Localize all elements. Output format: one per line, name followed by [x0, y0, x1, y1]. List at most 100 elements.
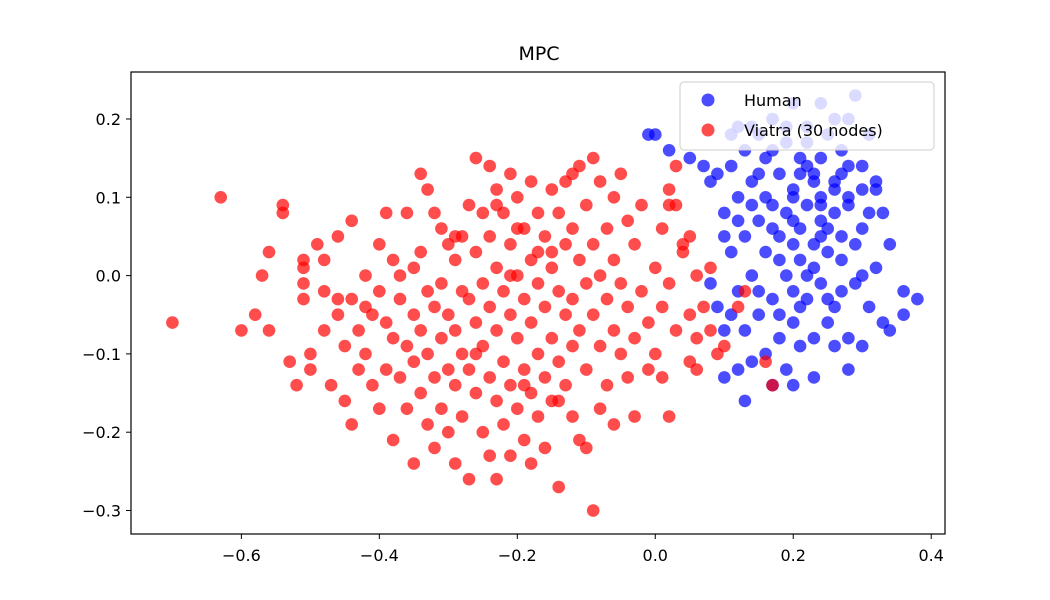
data-point: [897, 285, 910, 298]
data-point: [807, 175, 821, 188]
data-point: [400, 402, 414, 416]
data-point: [524, 457, 538, 470]
data-point: [718, 324, 731, 337]
data-point: [421, 347, 434, 361]
data-point: [573, 253, 586, 267]
data-point: [711, 300, 724, 314]
data-point: [855, 339, 869, 353]
data-point: [731, 363, 745, 376]
data-point: [504, 449, 517, 463]
data-point: [780, 206, 793, 220]
series-viatra: [166, 151, 779, 517]
data-point: [235, 324, 248, 337]
data-point: [442, 363, 455, 376]
data-point: [469, 151, 483, 165]
data-point: [821, 316, 834, 329]
data-point: [780, 269, 793, 282]
x-tick-label: −0.6: [222, 546, 261, 565]
y-tick-label: −0.3: [82, 502, 121, 521]
data-point: [545, 245, 559, 259]
data-point: [566, 167, 579, 181]
data-point: [862, 206, 876, 220]
data-point: [400, 339, 414, 353]
data-point: [552, 394, 565, 408]
data-point: [614, 167, 628, 181]
data-point: [718, 230, 731, 243]
data-point: [773, 308, 786, 322]
data-point: [800, 198, 814, 212]
data-point: [504, 378, 517, 392]
data-point: [304, 363, 317, 376]
data-point: [738, 394, 752, 408]
x-tick-label: −0.2: [498, 546, 537, 565]
data-point: [745, 269, 759, 282]
data-point: [552, 480, 565, 494]
data-point: [517, 363, 531, 376]
data-point: [738, 230, 752, 243]
data-point: [559, 378, 572, 392]
data-point: [428, 300, 441, 314]
data-point: [373, 402, 386, 416]
data-point: [366, 308, 379, 322]
data-point: [490, 183, 503, 196]
data-point: [511, 222, 524, 235]
y-axis: −0.3 −0.2 −0.1 0.0 0.1 0.2: [82, 110, 131, 521]
data-point: [552, 206, 565, 220]
data-point: [628, 410, 641, 423]
data-point: [807, 261, 821, 275]
x-tick-label: −0.4: [360, 546, 399, 565]
data-point: [248, 308, 262, 322]
data-point: [531, 277, 545, 290]
data-point: [386, 253, 400, 267]
data-point: [297, 261, 310, 275]
data-point: [600, 222, 614, 235]
data-point: [490, 472, 503, 486]
data-point: [531, 206, 545, 220]
data-point: [490, 394, 503, 408]
data-point: [538, 441, 552, 455]
data-point: [373, 238, 386, 251]
data-point: [586, 151, 600, 165]
data-point: [586, 308, 600, 322]
data-point: [897, 308, 910, 322]
data-point: [814, 198, 828, 212]
data-point: [759, 355, 772, 369]
data-point: [435, 331, 448, 345]
data-point: [800, 159, 814, 173]
data-point: [538, 230, 552, 243]
data-point: [386, 433, 400, 447]
data-point: [752, 285, 765, 298]
data-point: [883, 324, 897, 337]
data-point: [283, 355, 297, 369]
data-point: [407, 355, 421, 369]
data-point: [538, 371, 552, 384]
data-point: [662, 277, 676, 290]
data-point: [814, 230, 828, 243]
data-point: [731, 191, 745, 204]
data-point: [724, 245, 738, 259]
data-point: [752, 167, 765, 181]
data-point: [559, 238, 572, 251]
data-point: [469, 347, 483, 361]
data-point: [345, 292, 359, 306]
data-point: [580, 441, 593, 455]
data-point: [166, 316, 179, 329]
data-point: [552, 285, 565, 298]
data-point: [352, 363, 365, 376]
data-point: [855, 222, 869, 235]
data-point: [855, 159, 869, 173]
data-point: [483, 159, 497, 173]
plot-frame: [130, 71, 946, 535]
data-point: [621, 214, 634, 228]
data-point: [593, 269, 607, 282]
data-point: [359, 347, 372, 361]
data-point: [393, 269, 407, 282]
data-point: [731, 214, 745, 228]
data-point: [607, 253, 621, 267]
data-point: [662, 183, 676, 196]
data-point: [786, 316, 800, 329]
data-point: [690, 363, 703, 376]
data-point: [849, 238, 862, 251]
data-point: [338, 394, 352, 408]
